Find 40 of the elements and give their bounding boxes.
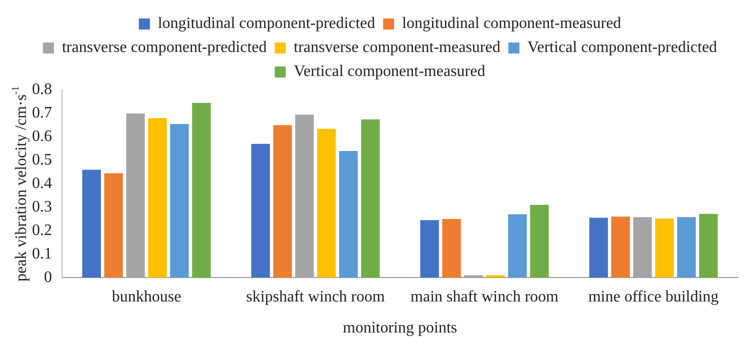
y-tick-label: 0.5 xyxy=(32,152,52,169)
bar xyxy=(82,170,101,278)
y-tick-label: 0.2 xyxy=(32,222,52,239)
legend-label: longitudinal component-predicted xyxy=(158,15,376,32)
bar xyxy=(508,214,527,278)
bar xyxy=(655,218,674,278)
y-tick-label: 0.4 xyxy=(32,175,52,192)
bar xyxy=(339,150,358,278)
y-tick-label: 0.3 xyxy=(32,198,52,216)
y-axis-title: peak vibration velocity /cm·s-1 xyxy=(10,86,30,282)
y-tick-label: 0.6 xyxy=(32,128,52,146)
x-tick-label: main shaft winch room xyxy=(410,288,560,306)
bar xyxy=(361,119,380,278)
y-tick-label: 0.1 xyxy=(32,245,52,262)
legend-label: transverse component-predicted xyxy=(62,39,267,56)
legend-label: Vertical component-measured xyxy=(294,63,486,80)
bar xyxy=(442,218,461,278)
x-tick-label: bunkhouse xyxy=(112,288,182,306)
bar xyxy=(251,144,270,278)
x-tick-label: skipshaft winch room xyxy=(246,288,386,306)
bar xyxy=(611,216,630,278)
bar xyxy=(530,204,549,278)
bar xyxy=(170,124,189,278)
legend-label: Vertical component-predicted xyxy=(527,39,718,56)
bar xyxy=(677,217,696,278)
y-tick-label: 0.7 xyxy=(32,104,52,122)
y-tick-label: 0.8 xyxy=(32,81,52,98)
x-tick-label: mine office building xyxy=(588,288,719,306)
bar xyxy=(420,220,439,278)
bar xyxy=(589,218,608,278)
bar xyxy=(148,118,167,278)
bar xyxy=(192,102,211,278)
y-tick-label: 0 xyxy=(44,268,52,286)
bar xyxy=(699,214,718,278)
legend-label: longitudinal component-measured xyxy=(402,15,622,32)
legend-label: transverse component-measured xyxy=(294,39,500,56)
bar xyxy=(273,125,292,278)
bar xyxy=(317,128,336,278)
x-axis-title: monitoring points xyxy=(342,320,458,337)
bar xyxy=(104,173,123,278)
